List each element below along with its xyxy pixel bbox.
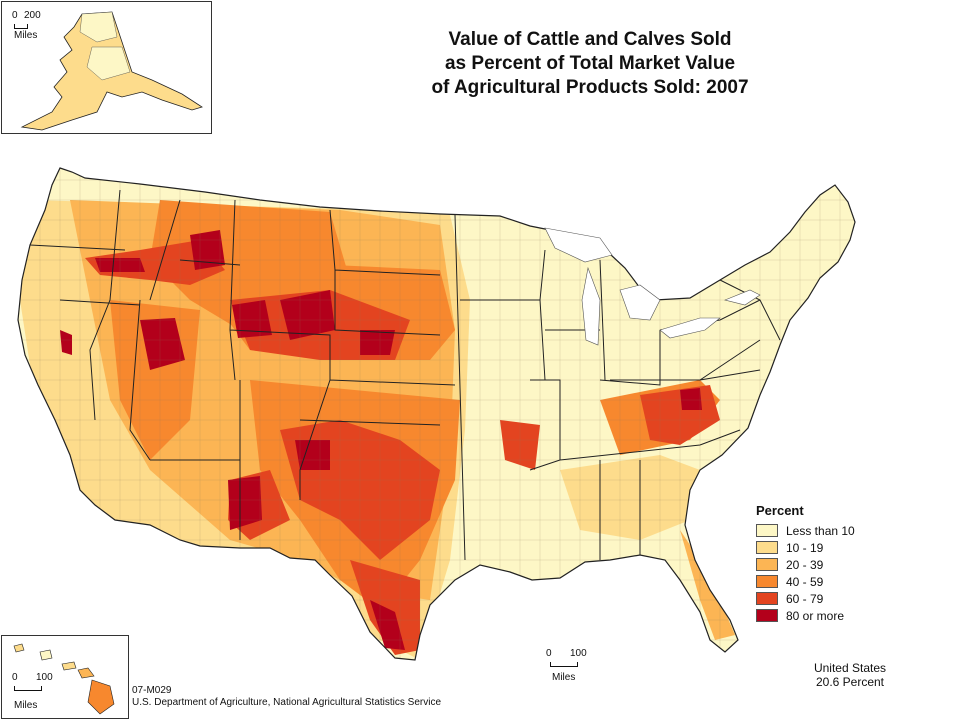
conus-scale-end: 100 (570, 648, 587, 659)
legend-item: 10 - 19 (756, 539, 916, 556)
hawaii-map (13, 643, 115, 715)
alaska-inset: 0 200 Miles (1, 1, 212, 134)
legend-label: Less than 10 (786, 523, 855, 538)
legend-item: 20 - 39 (756, 556, 916, 573)
legend-item: Less than 10 (756, 522, 916, 539)
us-total-label: United States (813, 661, 887, 675)
title-line-2: as Percent of Total Market Value (444, 53, 736, 74)
us-total: United States 20.6 Percent (790, 661, 910, 689)
legend-swatch-20-39 (756, 558, 778, 571)
map-title: Value of Cattle and Calves Sold as Perce… (395, 28, 785, 100)
alaska-scale-end: 200 (24, 10, 41, 21)
legend-label: 40 - 59 (786, 574, 824, 589)
legend-swatch-60-79 (756, 592, 778, 605)
alaska-scale-units: Miles (14, 30, 38, 41)
legend-item: 80 or more (756, 607, 916, 624)
title-line-1: Value of Cattle and Calves Sold (448, 29, 732, 50)
source-agency: U.S. Department of Agriculture, National… (132, 697, 442, 708)
title-line-3: of Agricultural Products Sold: 2007 (431, 77, 749, 98)
us-total-value: 20.6 Percent (815, 675, 885, 689)
alaska-scale-bar (14, 24, 28, 29)
legend-item: 40 - 59 (756, 573, 916, 590)
alaska-scale-start: 0 (12, 10, 18, 21)
hawaii-scale-bar (14, 686, 42, 691)
legend-swatch-10-19 (756, 541, 778, 554)
legend-swatch-40-59 (756, 575, 778, 588)
legend-label: 20 - 39 (786, 557, 824, 572)
hawaii-scale-units: Miles (14, 700, 38, 711)
legend-item: 60 - 79 (756, 590, 916, 607)
legend: Percent Less than 10 10 - 19 20 - 39 40 … (756, 503, 916, 624)
hawaii-scale-start: 0 (12, 672, 18, 683)
alaska-map (20, 11, 203, 131)
conus-scale-units: Miles (552, 672, 576, 683)
map-code: 07-M029 (132, 685, 172, 696)
hawaii-scale-end: 100 (36, 672, 53, 683)
legend-label: 60 - 79 (786, 591, 824, 606)
source-note: 07-M029 U.S. Department of Agriculture, … (132, 685, 441, 709)
legend-swatch-less-than-10 (756, 524, 778, 537)
legend-label: 10 - 19 (786, 540, 824, 555)
legend-label: 80 or more (786, 608, 845, 623)
conus-scale-start: 0 (546, 648, 552, 659)
conus-scale-bar (550, 662, 578, 667)
hawaii-inset: 0 100 Miles (1, 635, 129, 719)
legend-title: Percent (756, 503, 804, 518)
legend-swatch-80-or-more (756, 609, 778, 622)
